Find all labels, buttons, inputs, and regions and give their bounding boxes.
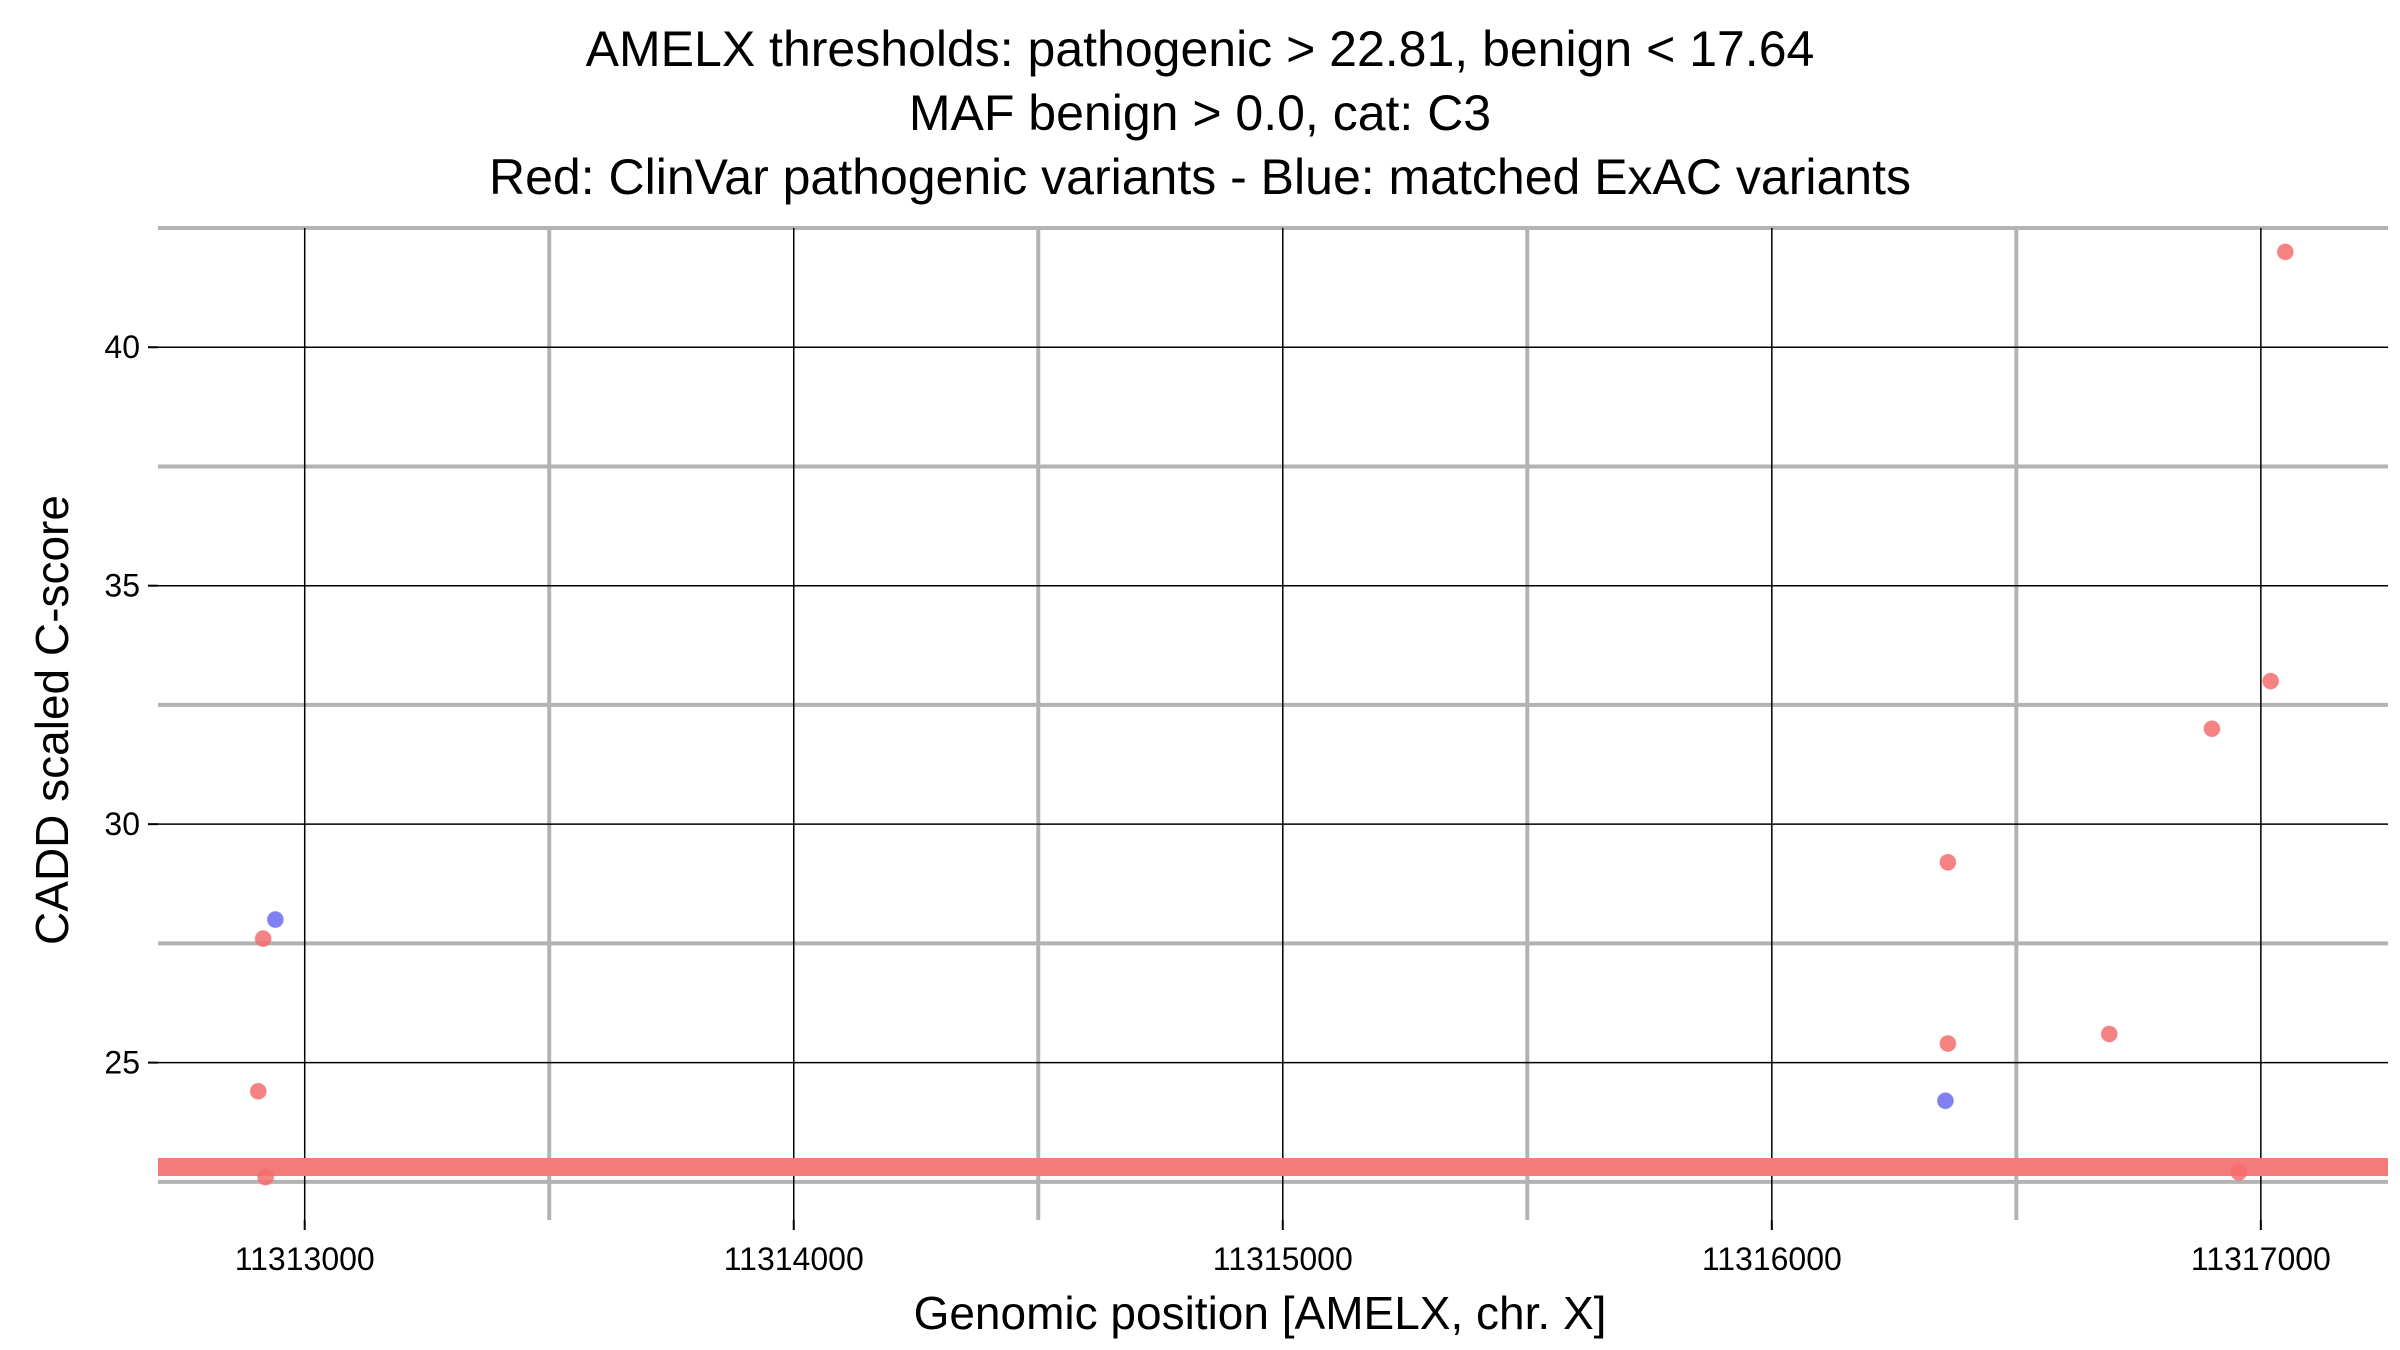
y-tick-label-0: 25 xyxy=(104,1045,140,1081)
point-s0-8 xyxy=(2276,243,2294,261)
axis-ticks: 11313000 11314000 11315000 11316000 11317000… xyxy=(104,329,2330,1277)
y-tick-label-1: 30 xyxy=(104,806,140,842)
x-tick-label-0: 11313000 xyxy=(235,1241,375,1277)
x-tick-label-2: 11315000 xyxy=(1213,1241,1353,1277)
point-s0-0 xyxy=(254,930,272,948)
x-tick-label-1: 11314000 xyxy=(724,1241,864,1277)
y-tick-label-2: 35 xyxy=(104,568,140,604)
point-s0-1 xyxy=(249,1082,267,1100)
x-tick-label-3: 11316000 xyxy=(1702,1241,1842,1277)
major-grid xyxy=(158,228,2388,1220)
point-s0-5 xyxy=(2100,1025,2118,1043)
point-s1-1 xyxy=(1936,1092,1954,1110)
x-axis-title: Genomic position [AMELX, chr. X] xyxy=(913,1287,1607,1339)
point-s0-6 xyxy=(2203,720,2221,738)
point-s0-3 xyxy=(1939,853,1957,871)
point-s1-0 xyxy=(266,911,284,929)
point-s0-2 xyxy=(257,1168,275,1186)
y-tick-label-3: 40 xyxy=(104,329,140,365)
y-axis-title: CADD scaled C-score xyxy=(26,495,78,945)
point-s0-7 xyxy=(2262,672,2280,690)
minor-grid xyxy=(158,226,2388,1220)
chart-title-line-2: MAF benign > 0.0, cat: C3 xyxy=(908,85,1492,141)
chart-title-line-3: Red: ClinVar pathogenic variants - Blue:… xyxy=(489,149,1911,205)
chart-title-line-1: AMELX thresholds: pathogenic > 22.81, be… xyxy=(585,21,1815,77)
point-s0-9 xyxy=(2230,1163,2248,1181)
point-s0-4 xyxy=(1939,1035,1957,1053)
data-points xyxy=(249,243,2294,1186)
x-tick-label-4: 11317000 xyxy=(2191,1241,2331,1277)
